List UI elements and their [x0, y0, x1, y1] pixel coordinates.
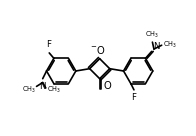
Text: CH$_3$: CH$_3$ — [47, 85, 61, 95]
Text: N: N — [39, 82, 46, 91]
Text: N: N — [153, 42, 160, 51]
Text: CH$_3$: CH$_3$ — [145, 30, 159, 40]
Text: CH$_3$: CH$_3$ — [163, 40, 177, 50]
Text: F: F — [46, 40, 51, 49]
Text: CH$_3$: CH$_3$ — [22, 85, 36, 95]
Text: $^{-}$O: $^{-}$O — [90, 44, 106, 56]
Text: $^{+}$: $^{+}$ — [157, 44, 162, 49]
Text: F: F — [132, 93, 136, 102]
Text: O: O — [103, 81, 111, 91]
